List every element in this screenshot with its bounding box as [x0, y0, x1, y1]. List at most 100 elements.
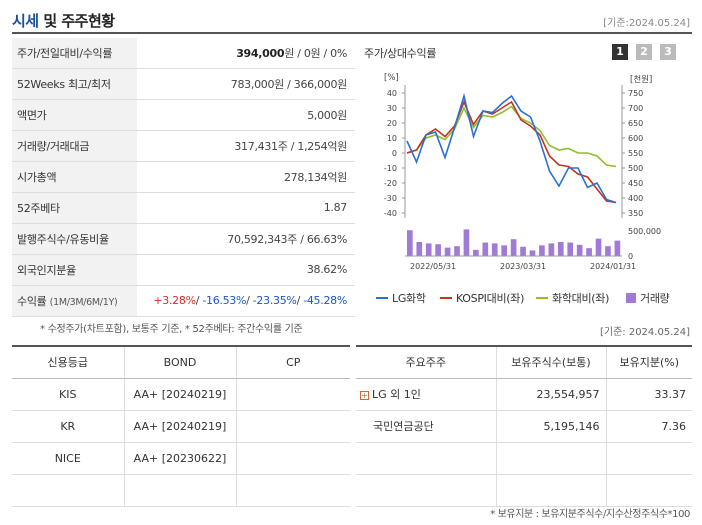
x-tick-label: 2023/03/31	[500, 262, 546, 271]
agency-cell	[12, 474, 125, 507]
holder-name-cell	[356, 442, 497, 475]
row-label: 발행주식수/유동비율	[12, 223, 137, 255]
volume-bar	[605, 246, 611, 256]
shares-cell	[496, 442, 607, 475]
chart-tab-1[interactable]: 1	[612, 44, 628, 60]
volume-bar	[501, 245, 508, 256]
left-tick-label: -30	[384, 194, 397, 203]
table-row: KR AA+ [20240219]	[12, 410, 350, 443]
volume-bar	[473, 249, 479, 256]
pct-cell: 33.37	[606, 378, 692, 411]
bond-cell	[124, 474, 237, 507]
row-value: 1.87	[137, 192, 355, 224]
right-tick-label: 700	[628, 104, 643, 113]
legend-label: LG화학	[392, 292, 426, 305]
volume-bar	[539, 245, 545, 256]
pct-cell	[606, 442, 692, 475]
table-header-row: 신용등급 BOND CP	[12, 345, 350, 379]
right-tick-label: 450	[628, 179, 643, 188]
volume-bar	[557, 242, 564, 256]
volume-bar	[482, 242, 489, 256]
bottom-footnote: * 보유지분 : 보유지분주식수/지수산정주식수*100	[490, 509, 690, 520]
table-row: 거래량/거래대금 317,431주 / 1,254억원	[12, 130, 355, 163]
chart-tab-2[interactable]: 2	[636, 44, 652, 60]
right-tick-label: 600	[628, 134, 643, 143]
volume-bar	[614, 240, 621, 256]
left-tick-label: -10	[384, 164, 397, 173]
table-row: 주가/전일대비/수익률 394,000원 / 0원 / 0%	[12, 38, 355, 70]
major-shareholders-table: 주요주주 보유주식수(보통) 보유지분(%) + LG 외 1인 23,554,9…	[356, 345, 692, 507]
holder-name-cell[interactable]: + LG 외 1인	[356, 378, 497, 411]
returns-periods: (1M/3M/6M/1Y)	[49, 296, 118, 308]
return-1m: +3.28%	[153, 294, 196, 308]
legend-square	[626, 293, 636, 303]
left-tick-label: -40	[384, 209, 397, 218]
right-tick-label: 550	[628, 149, 643, 158]
agency-cell: KR	[12, 410, 125, 443]
left-tick-label: 10	[387, 134, 397, 143]
column-header: 보유주식수(보통)	[496, 345, 607, 379]
left-tick-label: 30	[387, 104, 397, 113]
holder-name-cell: 국민연금공단	[356, 410, 497, 443]
legend-line	[376, 297, 388, 299]
holder-name-cell	[356, 474, 497, 507]
price-info-table: 주가/전일대비/수익률 394,000원 / 0원 / 0% 52Weeks 최…	[12, 38, 355, 317]
table-row: 외국인지분율 38.62%	[12, 254, 355, 286]
cp-cell	[236, 442, 350, 475]
price-change: 원 / 0원 / 0%	[284, 47, 347, 61]
title-sub-text: 및 주주현황	[38, 12, 115, 30]
return-6m: -23.35%	[252, 294, 297, 308]
bond-cell: AA+ [20240219]	[124, 378, 237, 411]
section-header: 시세 및 주주현황 [기준:2024.05.24]	[12, 8, 692, 34]
separator: /	[195, 294, 203, 308]
row-label: 거래량/거래대금	[12, 130, 137, 163]
shares-cell	[496, 474, 607, 507]
legend-label: 화학대비(좌)	[552, 292, 610, 305]
cp-cell	[236, 378, 350, 411]
separator: /	[296, 294, 304, 308]
volume-bar	[586, 248, 592, 256]
left-axis-unit: [%]	[384, 73, 399, 83]
volume-bar	[425, 243, 432, 256]
current-price: 394,000	[236, 47, 285, 61]
x-tick-label: 2024/01/31	[590, 262, 636, 271]
right-axis-unit: [천원]	[630, 74, 652, 85]
legend-item-volume: 거래량	[626, 290, 670, 306]
chart-title: 주가/상대수익률	[364, 47, 437, 60]
legend-label: 거래량	[640, 292, 670, 305]
shares-cell: 5,195,146	[496, 410, 607, 443]
cp-cell	[236, 410, 350, 443]
credit-rating-table: 신용등급 BOND CP KIS AA+ [20240219] KR AA+ […	[12, 345, 350, 507]
holder-name: LG 외 1인	[372, 388, 421, 401]
volume-bar	[463, 229, 470, 256]
table-row	[356, 442, 692, 475]
table-row: KIS AA+ [20240219]	[12, 378, 350, 411]
legend-line	[440, 297, 452, 299]
legend-item-chem: 화학대비(좌)	[536, 290, 609, 306]
return-1y: -45.28%	[303, 294, 347, 308]
volume-bar	[444, 247, 451, 256]
legend-item-kospi: KOSPI대비(좌)	[440, 290, 524, 306]
table-header-row: 주요주주 보유주식수(보통) 보유지분(%)	[356, 345, 692, 379]
volume-bar	[576, 244, 583, 256]
expand-plus-icon[interactable]: +	[360, 390, 369, 400]
right-tick-label: 500	[628, 164, 643, 173]
separator: /	[246, 294, 253, 308]
table-row: + LG 외 1인 23,554,957 33.37	[356, 378, 692, 411]
table-row: 52주베타 1.87	[12, 192, 355, 224]
row-label: 시가총액	[12, 161, 137, 193]
table-row: 52Weeks 최고/최저 783,000원 / 366,000원	[12, 68, 355, 101]
row-value: 278,134억원	[137, 161, 355, 193]
row-label: 52주베타	[12, 192, 137, 224]
bond-cell: AA+ [20240219]	[124, 410, 237, 443]
table-row: 수익률 (1M/3M/6M/1Y) +3.28%/ -16.53%/ -23.3…	[12, 285, 355, 317]
column-header: 보유지분(%)	[606, 345, 692, 379]
chart-tab-3[interactable]: 3	[660, 44, 676, 60]
volume-bar	[529, 250, 536, 256]
agency-cell: KIS	[12, 378, 125, 411]
right-tick-label: 400	[628, 194, 643, 203]
shares-cell: 23,554,957	[496, 378, 607, 411]
volume-bar	[454, 246, 460, 256]
column-header: 주요주주	[356, 345, 497, 379]
chart-panel: 주가/상대수익률 1 2 3 [%] [천원] 40 30 20 10 0 -10 -20 -30…	[360, 38, 692, 310]
